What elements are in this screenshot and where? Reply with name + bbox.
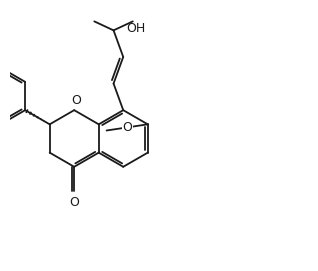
Text: O: O (69, 196, 79, 209)
Text: O: O (123, 121, 133, 134)
Text: O: O (72, 94, 81, 107)
Text: OH: OH (126, 22, 146, 35)
